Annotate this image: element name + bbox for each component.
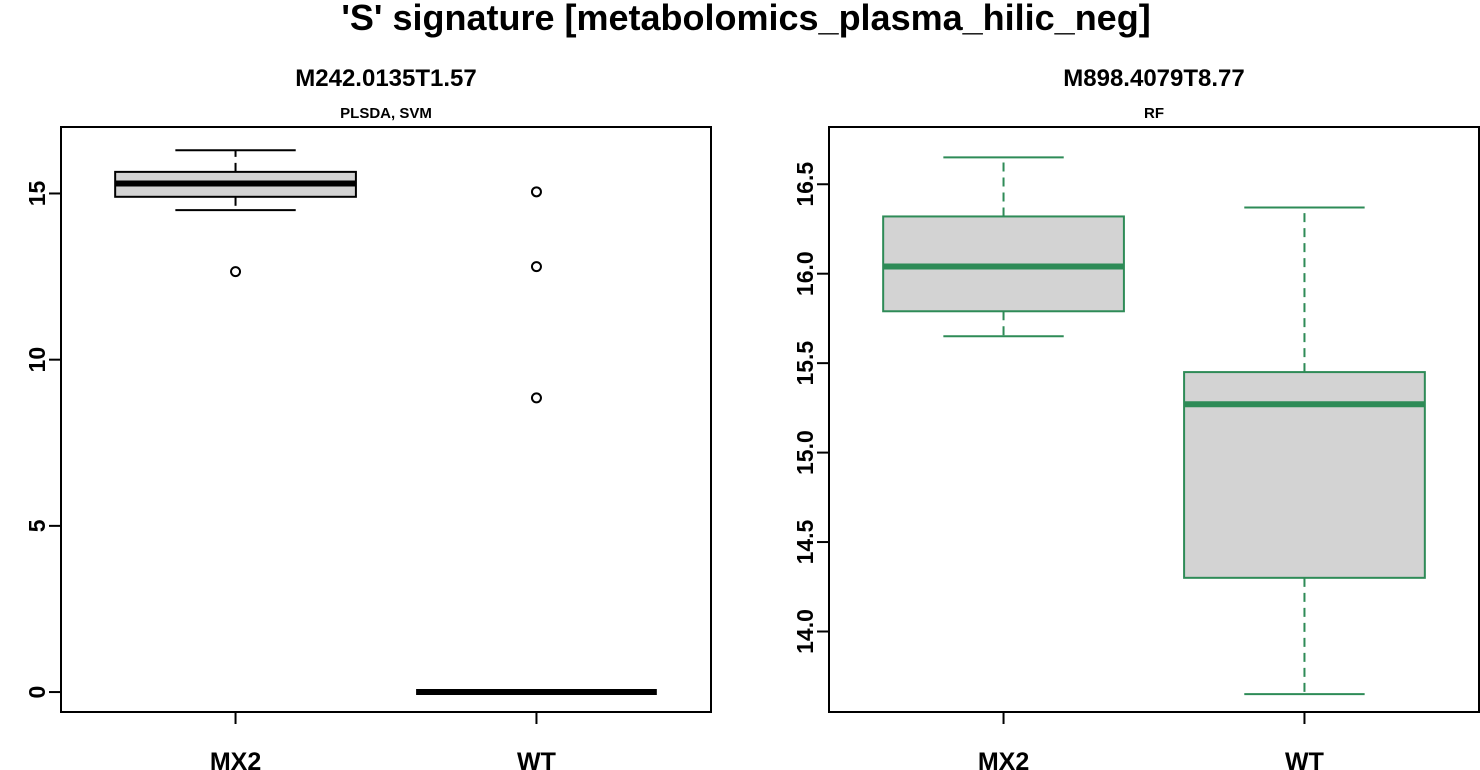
x-category-label: WT xyxy=(517,748,556,770)
y-tick-label: 15.0 xyxy=(792,430,818,475)
x-category-label: WT xyxy=(1285,748,1324,770)
y-tick-label: 15.5 xyxy=(792,341,818,386)
panel-1-marks: 0 5 10 15 MX2 WT xyxy=(24,149,657,770)
panel-1-title: M242.0135T1.57 xyxy=(295,65,476,92)
panel-2-title: M898.4079T8.77 xyxy=(1063,65,1244,92)
outlier-point xyxy=(530,392,542,404)
panel-2-marks: 14.0 14.5 15.0 15.5 16.0 16.5 MX2 WT xyxy=(792,156,1426,770)
outlier-point xyxy=(230,266,242,278)
panel-2-plot-frame xyxy=(828,126,1480,713)
y-tick-label: 16.0 xyxy=(792,251,818,296)
y-tick-label: 0 xyxy=(24,686,50,699)
x-category-label: MX2 xyxy=(210,748,261,770)
panel-1-subtitle: PLSDA, SVM xyxy=(340,105,432,122)
y-tick-label: 10 xyxy=(24,347,50,373)
outlier-point xyxy=(530,186,542,198)
panel-2-subtitle: RF xyxy=(1144,105,1164,122)
x-category-label: MX2 xyxy=(978,748,1029,770)
boxplot-panel-2: M898.4079T8.77 RF 14.0 14.5 15.0 15.5 16.0 16… xyxy=(792,65,1480,770)
y-tick-label: 14.0 xyxy=(792,609,818,654)
outlier-point xyxy=(530,261,542,273)
figure-title: 'S' signature [metabolomics_plasma_hilic… xyxy=(341,0,1150,38)
y-tick-label: 15 xyxy=(24,180,50,206)
y-tick-label: 14.5 xyxy=(792,519,818,564)
y-tick-label: 5 xyxy=(24,519,50,532)
panel-1-plot-frame xyxy=(60,126,712,713)
y-tick-label: 16.5 xyxy=(792,162,818,207)
boxplot-panel-1: M242.0135T1.57 PLSDA, SVM 0 5 10 15 MX2 WT xyxy=(24,65,712,770)
